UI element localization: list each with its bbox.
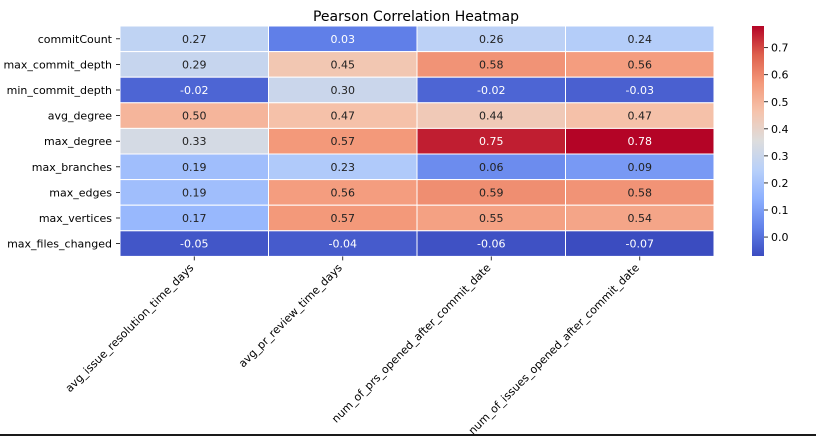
cell-value-label: 0.33 <box>182 135 207 148</box>
cell-value-label: -0.07 <box>626 238 654 251</box>
heatmap-cell <box>565 127 715 155</box>
cell-value-label: 0.55 <box>479 212 504 225</box>
row-label: max_branches <box>32 161 112 174</box>
colorbar-tick-label: 0.5 <box>771 96 789 109</box>
colorbar-tick-label: 0.7 <box>771 42 789 55</box>
column-label: num_of_prs_opened_after_commit_date <box>329 261 493 425</box>
colorbar-tick-label: 0.6 <box>771 69 789 82</box>
colorbar: 0.0 0.1 0.2 0.3 0.4 0.5 0.6 0.7 <box>752 26 789 256</box>
cell-value-label: 0.29 <box>182 58 207 71</box>
colorbar-tick-label: 0.4 <box>771 123 789 136</box>
cell-value-label: 0.17 <box>182 212 207 225</box>
heatmap-cell <box>565 76 715 104</box>
cell-value-label: 0.59 <box>479 186 504 199</box>
chart-title: Pearson Correlation Heatmap <box>313 9 519 25</box>
heatmap-cell <box>119 25 269 53</box>
column-label: avg_issue_resolution_time_days <box>63 261 197 395</box>
cell-value-label: -0.02 <box>477 84 505 97</box>
heatmap-cell <box>565 153 715 181</box>
row-label: avg_degree <box>48 110 113 123</box>
row-label: max_files_changed <box>7 238 112 251</box>
cell-value-label: 0.57 <box>331 135 356 148</box>
heatmap-cell <box>565 25 715 53</box>
colorbar-tick-label: 0.1 <box>771 204 789 217</box>
heatmap-cell <box>268 51 418 78</box>
cell-value-label: 0.19 <box>182 161 207 174</box>
heatmap-cell <box>268 127 418 155</box>
cell-value-label: -0.05 <box>180 238 208 251</box>
column-labels: avg_issue_resolution_time_days avg_pr_rev… <box>63 256 642 437</box>
heatmap-cell <box>565 179 715 206</box>
column-label: avg_pr_review_time_days <box>236 261 345 370</box>
cell-value-label: 0.47 <box>331 110 356 123</box>
cell-value-label: 0.27 <box>182 33 207 46</box>
heatmap-cell <box>268 76 418 104</box>
row-label: max_commit_depth <box>3 58 112 71</box>
cell-value-label: -0.02 <box>180 84 208 97</box>
cell-value-label: 0.56 <box>331 186 356 199</box>
colorbar-tick-label: 0.2 <box>771 177 789 190</box>
cell-value-label: -0.06 <box>477 238 505 251</box>
cell-value-label: 0.58 <box>479 58 504 71</box>
bottom-border <box>0 434 816 436</box>
heatmap-cell <box>268 25 418 53</box>
row-label: max_edges <box>49 186 112 199</box>
heatmap-cells <box>119 25 715 257</box>
cell-value-label: 0.45 <box>331 58 356 71</box>
row-label: commitCount <box>38 33 113 46</box>
row-label: max_degree <box>44 135 112 148</box>
heatmap-cell <box>268 153 418 181</box>
heatmap-cell <box>268 102 418 129</box>
cell-value-label: 0.26 <box>479 33 504 46</box>
cell-value-label: 0.30 <box>331 84 356 97</box>
cell-value-label: 0.54 <box>628 212 653 225</box>
colorbar-tick-label: 0.3 <box>771 150 789 163</box>
cell-value-label: 0.24 <box>628 33 653 46</box>
colorbar-tick-label: 0.0 <box>771 231 789 244</box>
row-label: max_vertices <box>39 212 112 225</box>
colorbar-gradient <box>752 26 764 256</box>
heatmap-cell <box>119 204 269 232</box>
cell-value-label: 0.50 <box>182 110 207 123</box>
cell-value-label: 0.57 <box>331 212 356 225</box>
row-labels: commitCount max_commit_depth min_commit_de… <box>3 33 120 251</box>
cell-value-label: 0.56 <box>628 58 653 71</box>
cell-value-label: 0.19 <box>182 186 207 199</box>
cell-value-label: -0.03 <box>626 84 654 97</box>
heatmap-cell <box>416 204 566 232</box>
cell-value-label: 0.75 <box>479 135 504 148</box>
heatmap-cell <box>416 153 566 181</box>
heatmap-cell <box>565 102 715 129</box>
heatmap-cell <box>565 230 715 257</box>
heatmap-cell <box>416 127 566 155</box>
cell-value-label: 0.58 <box>628 186 653 199</box>
cell-value-label: 0.47 <box>628 110 653 123</box>
heatmap-cell <box>119 153 269 181</box>
cell-value-label: 0.23 <box>331 161 356 174</box>
heatmap-cell-labels: 0.27 0.03 0.26 0.24 0.29 0.45 0.58 0.56 -0.02 0.3… <box>180 33 654 251</box>
cell-value-label: 0.09 <box>628 161 653 174</box>
cell-value-label: 0.06 <box>479 161 504 174</box>
cell-value-label: 0.03 <box>331 33 356 46</box>
heatmap-cell <box>416 179 566 206</box>
heatmap-cell <box>565 51 715 78</box>
column-label: num_of_issues_opened_after_commit_date <box>466 261 642 437</box>
cell-value-label: 0.44 <box>479 110 504 123</box>
cell-value-label: 0.78 <box>628 135 653 148</box>
cell-value-label: -0.04 <box>329 238 357 251</box>
row-label: min_commit_depth <box>7 84 112 97</box>
